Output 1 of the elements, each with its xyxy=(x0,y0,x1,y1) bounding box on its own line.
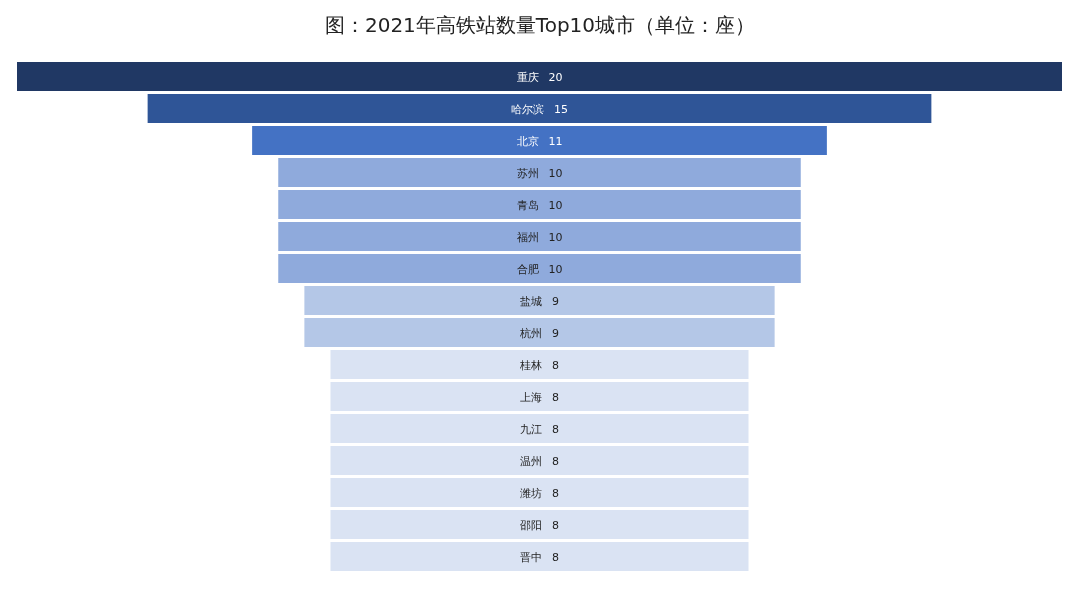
title: 图：2021年高铁站数量Top10城市（单位：座） xyxy=(324,13,756,37)
